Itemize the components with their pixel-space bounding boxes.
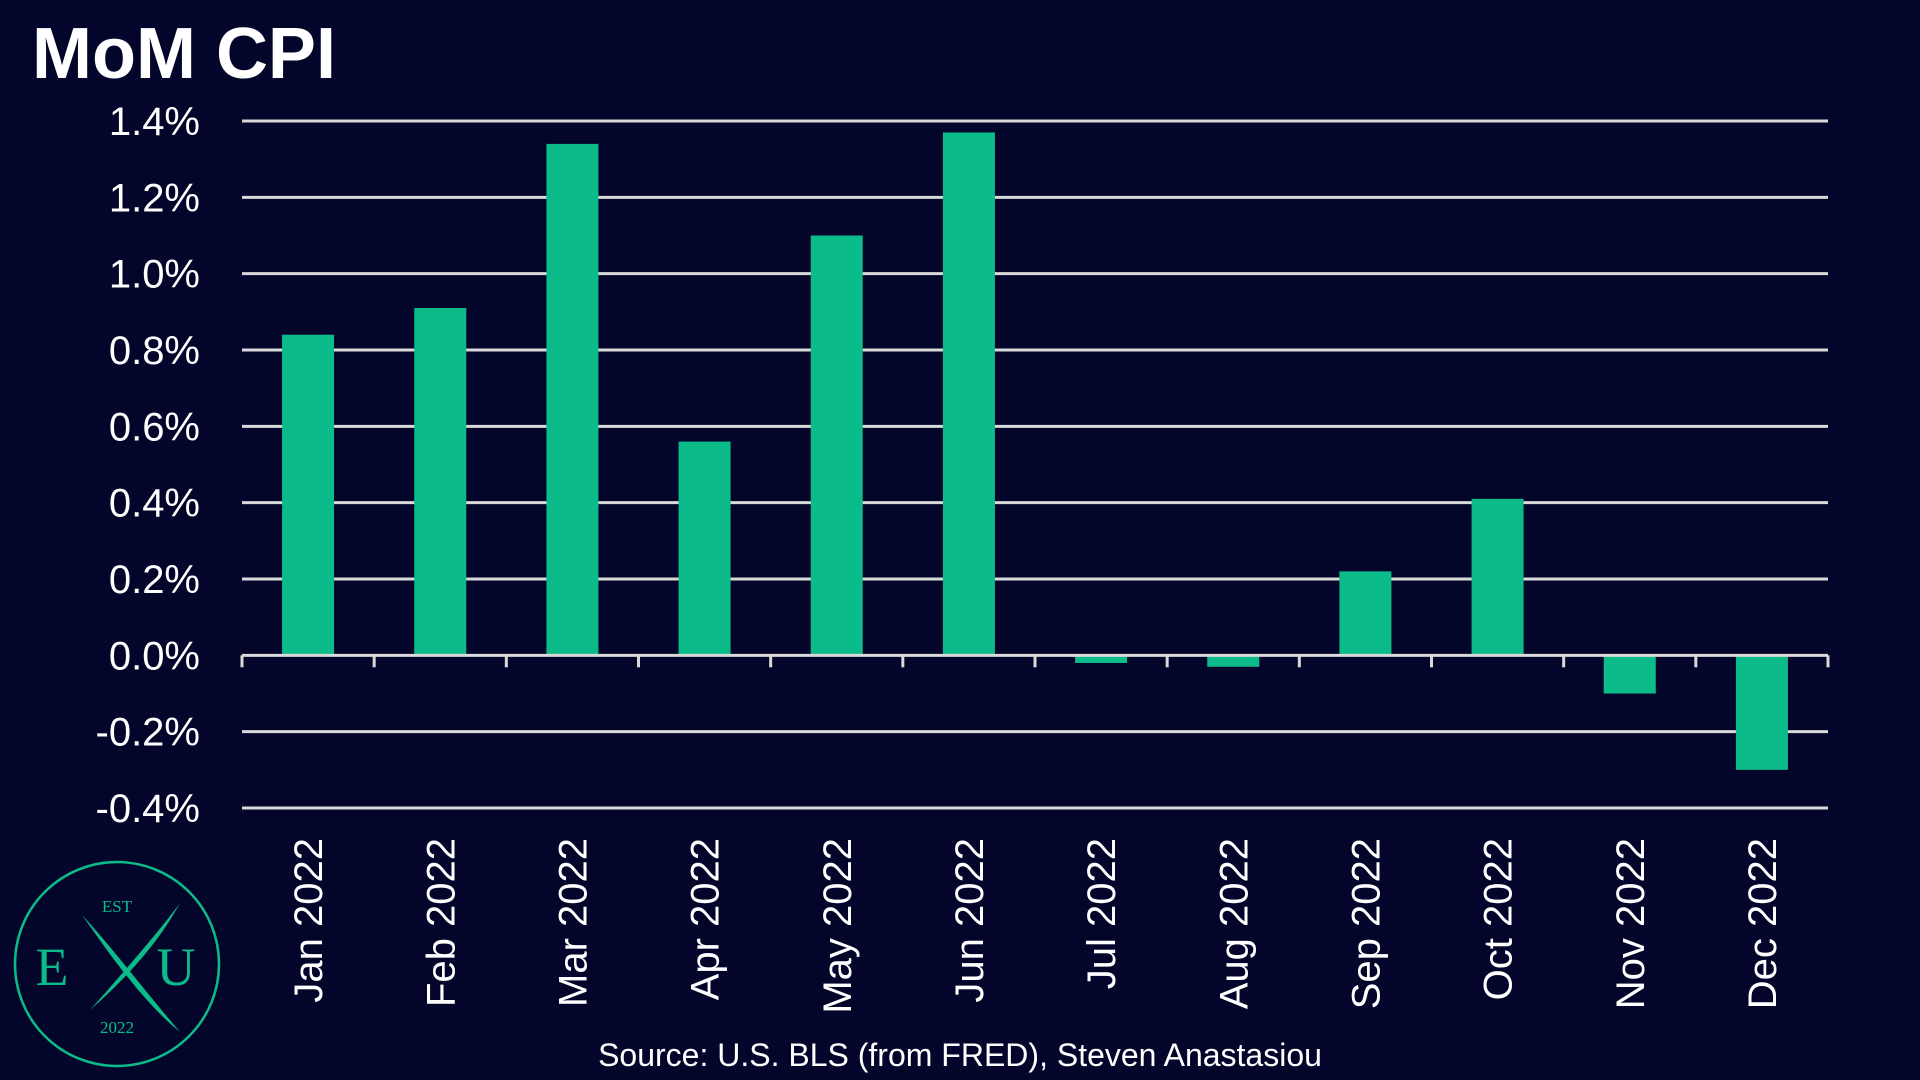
- logo-left-letter: E: [36, 937, 69, 997]
- bar: [1735, 655, 1788, 770]
- y-tick-label: 0.4%: [109, 482, 200, 526]
- bar: [282, 334, 335, 656]
- bar: [1603, 655, 1656, 694]
- x-tick-label: Jan 2022: [287, 838, 331, 1003]
- gridlines: [242, 119, 1828, 810]
- bar: [1471, 498, 1524, 656]
- bar: [678, 441, 731, 656]
- x-tick-label: Feb 2022: [419, 838, 463, 1007]
- y-tick-label: -0.2%: [96, 711, 201, 755]
- logo-ring: [13, 860, 221, 1068]
- bar: [942, 132, 995, 656]
- x-tick-label: Aug 2022: [1212, 838, 1256, 1009]
- bar: [1075, 655, 1128, 663]
- bar: [1339, 571, 1392, 656]
- bars: [282, 132, 1788, 770]
- x-tick-label: Jun 2022: [948, 838, 992, 1003]
- x-tick-label: Nov 2022: [1609, 838, 1653, 1009]
- y-axis-tick-labels: 1.4% 1.2% 1.0% 0.8% 0.6% 0.4% 0.2% 0.0% -0.2% -0.…: [96, 100, 201, 831]
- logo-bottom-text: 2022: [100, 1018, 134, 1037]
- x-tick-label: Apr 2022: [684, 838, 728, 1000]
- chart-title: MoM CPI: [32, 14, 336, 94]
- bar: [546, 143, 599, 656]
- logo-cross-stroke-a: [82, 915, 180, 1032]
- x-tick-label: May 2022: [816, 838, 860, 1014]
- bar: [810, 235, 863, 656]
- bar: [1207, 655, 1260, 667]
- source-note: Source: U.S. BLS (from FRED), Steven Ana…: [598, 1037, 1322, 1073]
- y-tick-label: 0.2%: [109, 558, 200, 602]
- x-tick-label: Oct 2022: [1477, 838, 1521, 1000]
- logo-top-text: EST: [102, 897, 133, 916]
- y-tick-label: -0.4%: [96, 787, 201, 831]
- x-tick-label: Sep 2022: [1344, 838, 1388, 1009]
- y-tick-label: 1.0%: [109, 253, 200, 297]
- y-tick-label: 0.0%: [109, 634, 200, 678]
- y-tick-label: 0.8%: [109, 329, 200, 373]
- x-tick-label: Jul 2022: [1080, 838, 1124, 989]
- bar: [414, 308, 467, 656]
- y-tick-label: 1.2%: [109, 176, 200, 220]
- crossed-x-logo: EST E U 2022: [13, 860, 221, 1068]
- x-axis: [240, 653, 1830, 668]
- x-tick-label: Mar 2022: [551, 838, 595, 1007]
- y-tick-label: 1.4%: [109, 100, 200, 144]
- x-tick-label: Dec 2022: [1741, 838, 1785, 1009]
- logo-right-letter: U: [157, 937, 196, 997]
- x-axis-tick-labels: Jan 2022 Feb 2022 Mar 2022 Apr 2022 May 2022…: [287, 838, 1785, 1014]
- y-tick-label: 0.6%: [109, 405, 200, 449]
